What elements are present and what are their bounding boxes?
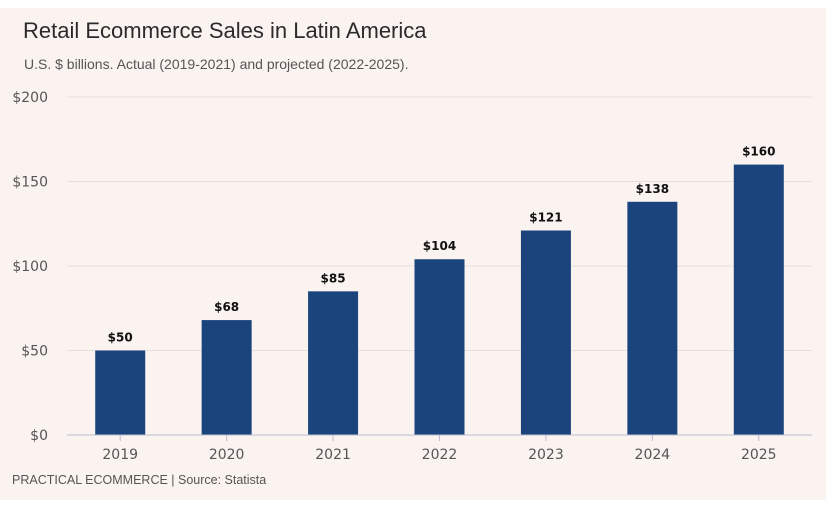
bar-2023 bbox=[520, 230, 571, 435]
data-label-2023: $121 bbox=[529, 211, 562, 225]
y-axis-ticks: $0 $50 $100 $150 $200 bbox=[12, 90, 48, 444]
x-tick-label-2022: 2022 bbox=[422, 447, 458, 463]
bar-2022 bbox=[414, 259, 465, 435]
y-tick-label: $200 bbox=[12, 90, 48, 106]
bar-2024 bbox=[627, 201, 678, 435]
x-tick-label-2021: 2021 bbox=[315, 447, 351, 463]
y-tick-label: $100 bbox=[12, 259, 48, 275]
x-tick-label-2019: 2019 bbox=[102, 447, 138, 463]
y-tick-label: $0 bbox=[30, 428, 48, 444]
chart-subtitle: U.S. $ billions. Actual (2019-2021) and … bbox=[24, 56, 409, 72]
data-label-2025: $160 bbox=[742, 145, 775, 159]
bar-2025 bbox=[733, 164, 784, 435]
y-tick-label: $50 bbox=[21, 344, 48, 360]
x-tick-label-2023: 2023 bbox=[528, 447, 564, 463]
data-label-2024: $138 bbox=[636, 182, 669, 196]
source-credit: PRACTICAL ECOMMERCE | Source: Statista bbox=[12, 473, 267, 487]
data-label-2022: $104 bbox=[423, 239, 456, 253]
data-labels: $50 $68 $85 $104 $121 $138 $160 bbox=[108, 145, 776, 345]
chart-title: Retail Ecommerce Sales in Latin America bbox=[23, 18, 427, 43]
data-label-2020: $68 bbox=[214, 300, 239, 314]
data-label-2019: $50 bbox=[108, 331, 133, 345]
bar-chart: $0$50$100$150$200 $50$68$85$104$121$138$… bbox=[12, 90, 812, 463]
bar-2019 bbox=[95, 350, 146, 435]
chart-card: Retail Ecommerce Sales in Latin America … bbox=[0, 8, 826, 500]
data-label-2021: $85 bbox=[321, 271, 346, 285]
y-tick-label: $150 bbox=[12, 175, 48, 191]
x-tick-label-2024: 2024 bbox=[635, 447, 671, 463]
x-tick-label-2020: 2020 bbox=[209, 447, 245, 463]
x-tick-label-2025: 2025 bbox=[741, 447, 777, 463]
bar-2021 bbox=[308, 291, 359, 435]
bar-2020 bbox=[201, 320, 252, 435]
x-axis-ticks: 2019 2020 2021 2022 2023 2024 2025 bbox=[102, 435, 777, 463]
bars bbox=[95, 164, 784, 435]
